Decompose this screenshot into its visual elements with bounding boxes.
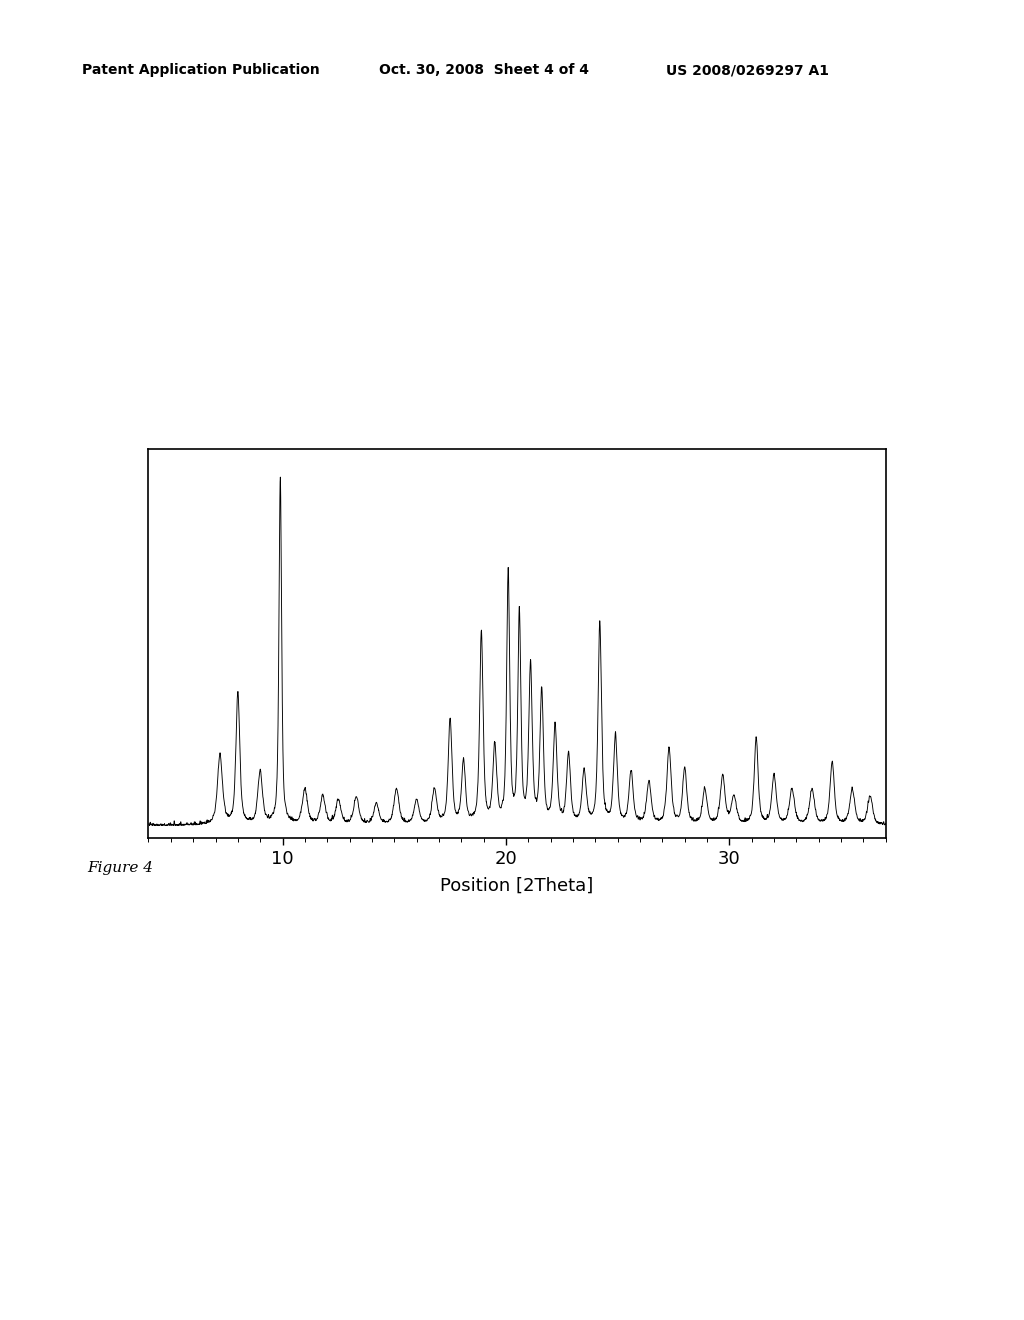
Text: US 2008/0269297 A1: US 2008/0269297 A1 [666,63,828,78]
X-axis label: Position [2Theta]: Position [2Theta] [440,876,594,895]
Text: Oct. 30, 2008  Sheet 4 of 4: Oct. 30, 2008 Sheet 4 of 4 [379,63,589,78]
Text: Figure 4: Figure 4 [87,861,153,875]
Text: Patent Application Publication: Patent Application Publication [82,63,319,78]
